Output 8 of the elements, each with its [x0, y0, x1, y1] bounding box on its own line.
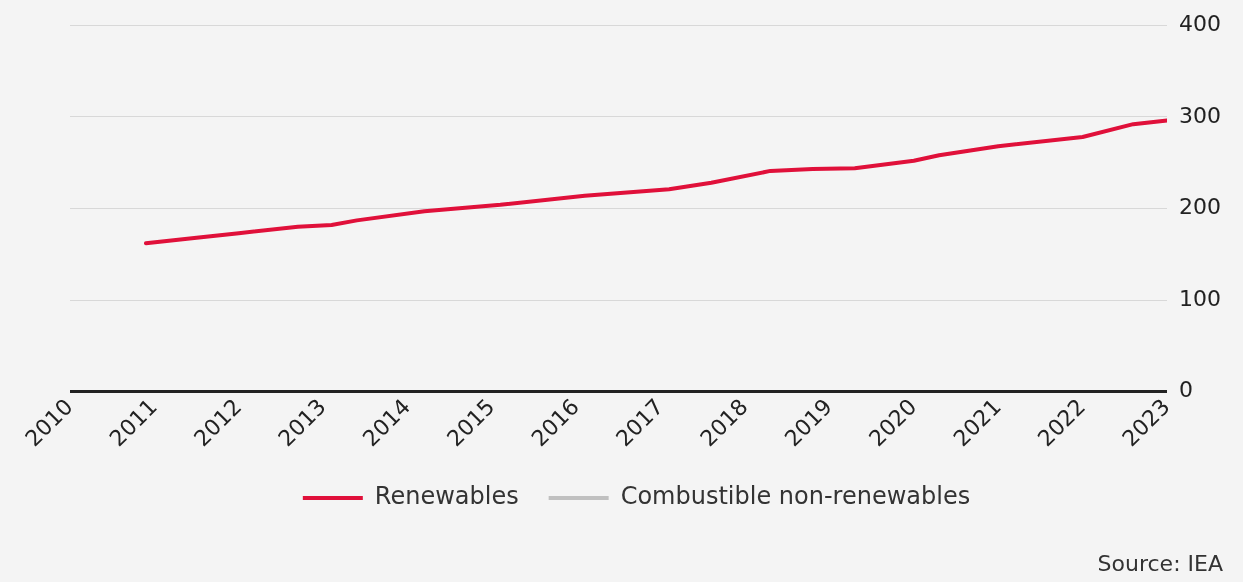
y-tick-label: 100 — [1179, 285, 1222, 311]
y-tick-label: 0 — [1179, 377, 1194, 403]
legend-label: Combustible non-renewables — [620, 482, 971, 511]
y-tick-label: 300 — [1179, 102, 1222, 128]
y-tick-label: 400 — [1179, 10, 1222, 36]
y-tick-label: 200 — [1179, 194, 1222, 220]
source-note: Source: IEA — [1097, 551, 1223, 576]
legend-label: Renewables — [374, 482, 519, 511]
